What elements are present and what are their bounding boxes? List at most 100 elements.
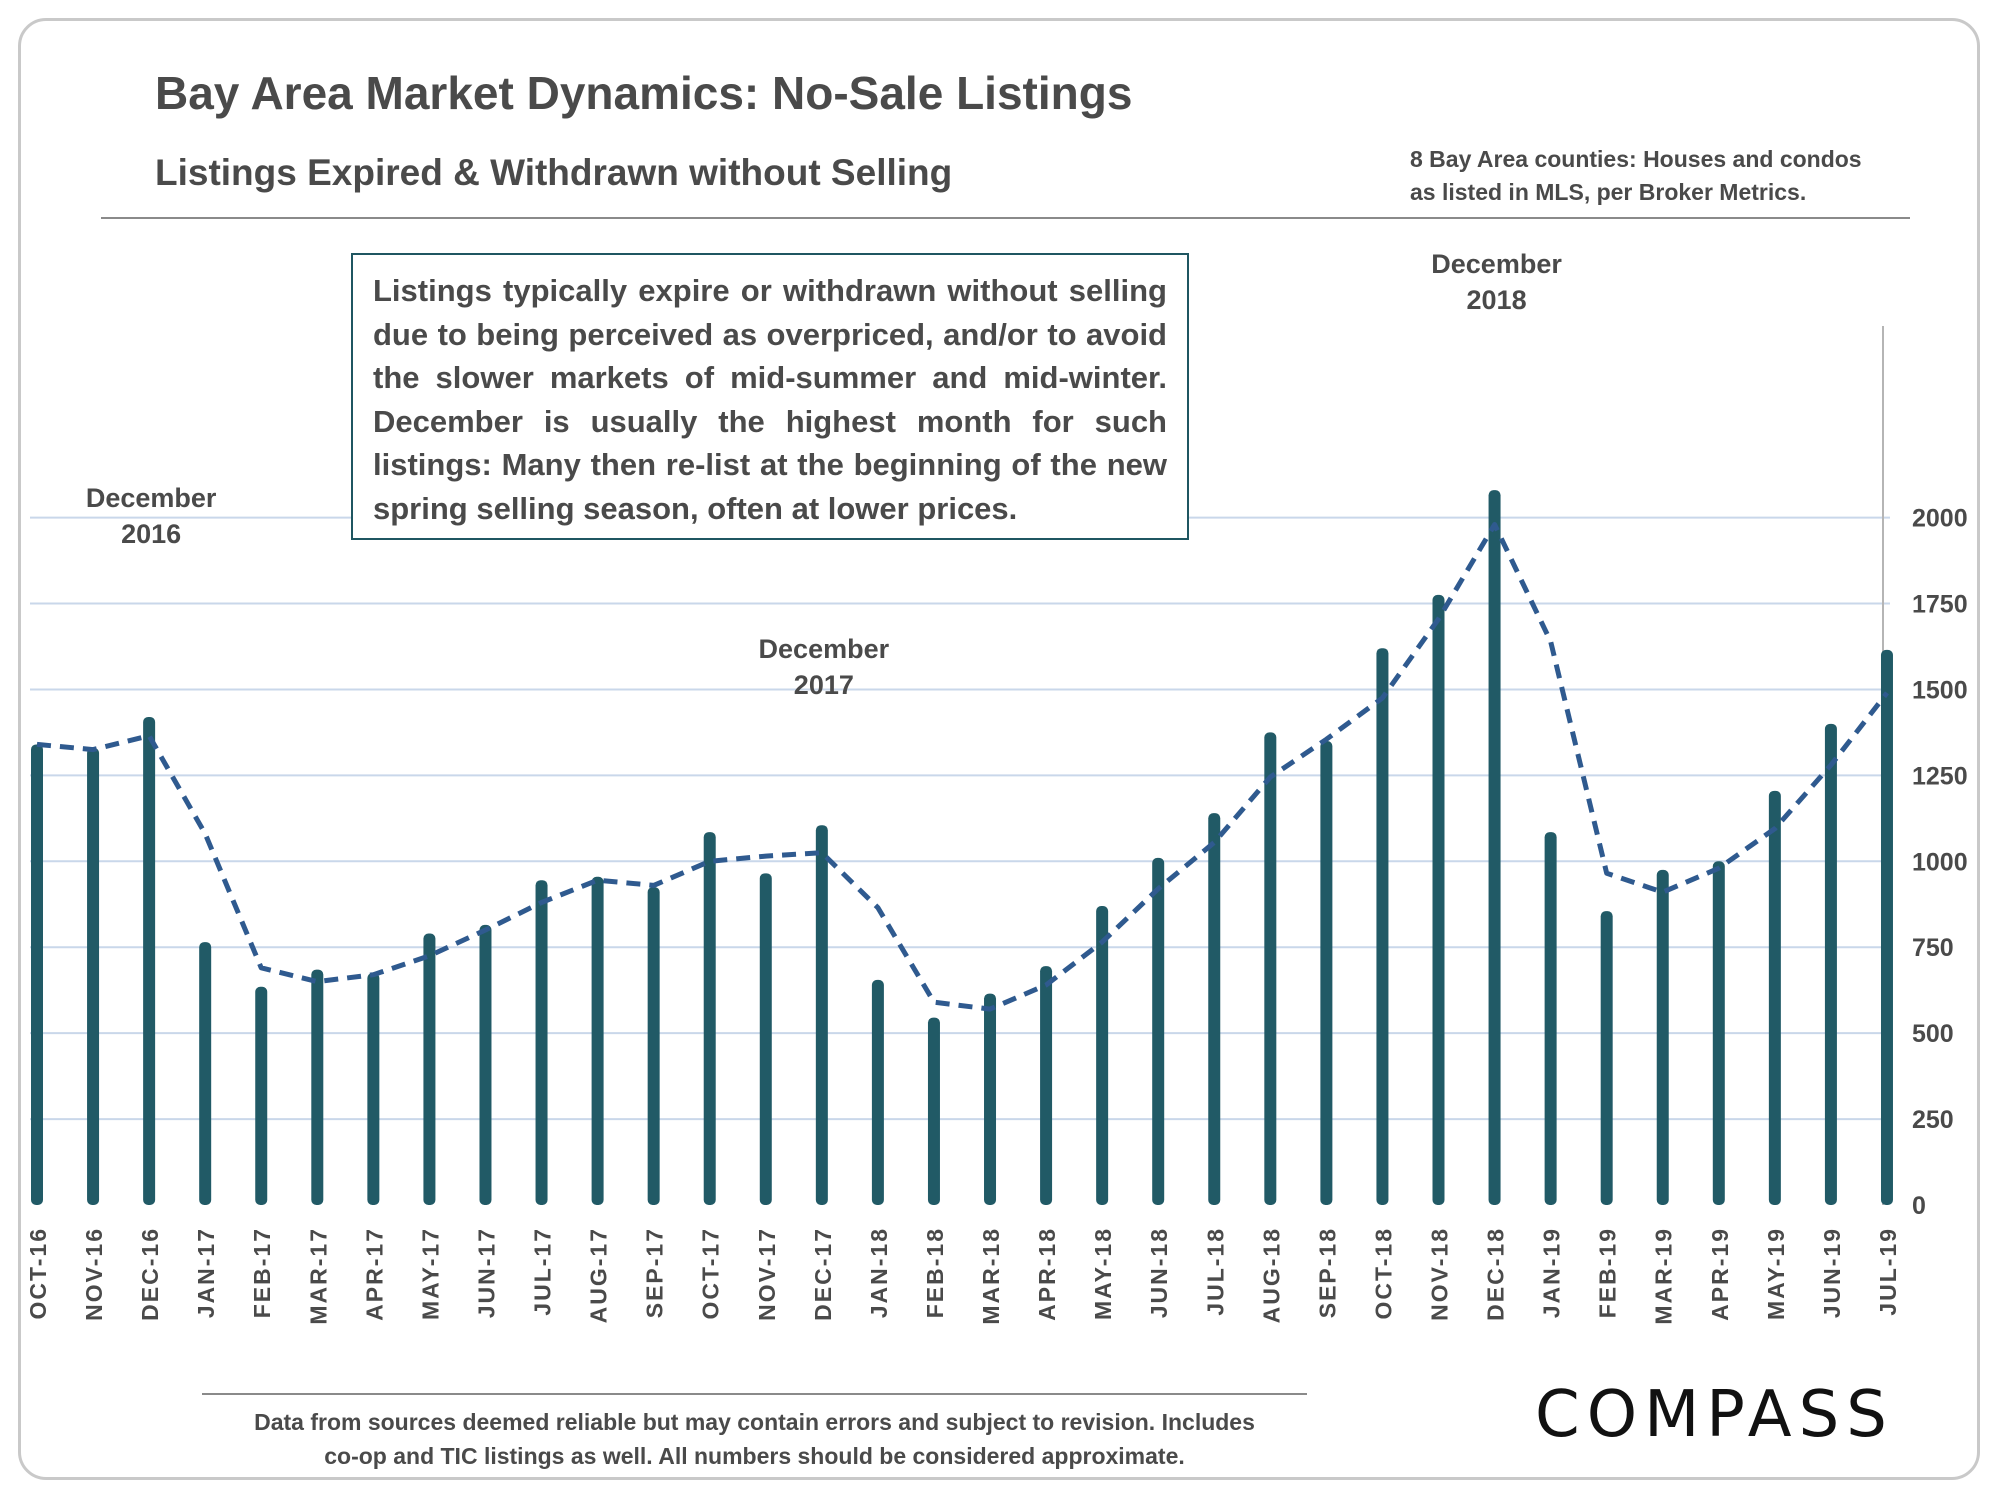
- x-tick-label: NOV-18: [1427, 1227, 1453, 1321]
- bar: [703, 832, 716, 1205]
- trend-line: [36, 522, 1889, 1012]
- disclaimer-line-1: Data from sources deemed reliable but ma…: [254, 1409, 1255, 1435]
- bar: [1432, 594, 1445, 1205]
- annotation-line-2: 2017: [794, 670, 854, 700]
- source-note-line-2: as listed in MLS, per Broker Metrics.: [1410, 179, 1807, 205]
- y-tick-label: 1250: [1912, 762, 1968, 790]
- x-tick-label: AUG-17: [586, 1227, 612, 1323]
- y-tick-label: 1500: [1912, 676, 1968, 704]
- x-tick-label: MAR-17: [305, 1227, 331, 1325]
- x-tick-label: APR-19: [1707, 1227, 1733, 1321]
- bar: [143, 716, 156, 1205]
- x-tick-label: DEC-18: [1483, 1227, 1509, 1321]
- x-tick-label: FEB-17: [249, 1227, 275, 1318]
- bar: [423, 933, 436, 1205]
- annotation-label: December 2016: [86, 483, 217, 549]
- chart-title: Bay Area Market Dynamics: No-Sale Listin…: [155, 67, 1133, 119]
- x-tick-label: JUL-19: [1875, 1227, 1901, 1316]
- bar: [199, 942, 212, 1205]
- bar: [1096, 905, 1109, 1205]
- bar: [1544, 832, 1557, 1205]
- x-tick-label: OCT-16: [25, 1227, 51, 1320]
- annotation-label: December 2017: [759, 634, 890, 700]
- source-note-line-1: 8 Bay Area counties: Houses and condos: [1410, 146, 1862, 172]
- chart-subtitle: Listings Expired & Withdrawn without Sel…: [155, 152, 953, 193]
- x-tick-label: FEB-19: [1595, 1227, 1621, 1318]
- x-tick-label: DEC-17: [810, 1227, 836, 1321]
- x-tick-label: SEP-18: [1314, 1227, 1340, 1318]
- annotation-line-1: December: [759, 634, 890, 664]
- footer-divider: [202, 1393, 1307, 1395]
- annotation-line-2: 2016: [121, 519, 181, 549]
- x-tick-label: AUG-18: [1258, 1227, 1284, 1323]
- bar: [1656, 869, 1669, 1205]
- bar: [1040, 966, 1053, 1205]
- y-tick-label: 250: [1912, 1106, 1954, 1134]
- x-tick-label: APR-17: [361, 1227, 387, 1321]
- bar: [87, 747, 100, 1205]
- compass-logo: COMPASS: [1535, 1378, 1894, 1452]
- y-tick-label: 0: [1912, 1192, 1926, 1220]
- bar: [479, 924, 492, 1205]
- bar: [1208, 813, 1221, 1205]
- x-tick-label: JUL-17: [530, 1227, 556, 1316]
- bar: [535, 880, 548, 1205]
- bar: [367, 973, 380, 1205]
- annotation-line-1: December: [86, 483, 217, 513]
- x-tick-label: JAN-17: [193, 1227, 219, 1318]
- bar: [311, 969, 324, 1205]
- y-tick-label: 1750: [1912, 591, 1968, 619]
- x-tick-label: NOV-16: [81, 1227, 107, 1321]
- x-tick-label: JUN-17: [473, 1227, 499, 1318]
- x-tick-label: JAN-18: [866, 1227, 892, 1318]
- x-tick-label: MAR-18: [978, 1227, 1004, 1325]
- bars: [31, 490, 1893, 1205]
- bar: [759, 873, 772, 1205]
- bar: [1376, 648, 1389, 1205]
- bar: [927, 1017, 940, 1205]
- callout-box: Listings typically expire or withdrawn w…: [351, 253, 1189, 540]
- disclaimer-line-2: co-op and TIC listings as well. All numb…: [324, 1443, 1185, 1469]
- source-note: 8 Bay Area counties: Houses and condos a…: [1410, 143, 1862, 209]
- annotation-line-2: 2018: [1467, 285, 1527, 315]
- x-tick-label: MAY-18: [1090, 1227, 1116, 1320]
- disclaimer: Data from sources deemed reliable but ma…: [202, 1405, 1307, 1473]
- y-axis: 0 250 500 750 1000 1250 1500 1750 2000: [1912, 505, 1968, 1220]
- bar: [1600, 911, 1613, 1205]
- x-tick-label: MAR-19: [1651, 1227, 1677, 1325]
- y-tick-label: 2000: [1912, 505, 1968, 533]
- x-tick-label: OCT-18: [1370, 1227, 1396, 1320]
- x-tick-label: JAN-19: [1539, 1227, 1565, 1318]
- y-tick-label: 500: [1912, 1020, 1954, 1048]
- bar: [255, 986, 268, 1205]
- x-tick-label: MAY-19: [1763, 1227, 1789, 1320]
- x-tick-label: JUN-19: [1819, 1227, 1845, 1318]
- bar: [984, 993, 997, 1205]
- bar: [871, 979, 884, 1205]
- annotation-line-1: December: [1431, 249, 1562, 279]
- y-tick-label: 750: [1912, 934, 1954, 962]
- bar: [591, 876, 604, 1205]
- x-tick-label: NOV-17: [754, 1227, 780, 1321]
- x-tick-label: OCT-17: [698, 1227, 724, 1320]
- header-divider: [101, 217, 1910, 219]
- x-tick-label: APR-18: [1034, 1227, 1060, 1321]
- x-tick-label: FEB-18: [922, 1227, 948, 1318]
- x-tick-label: DEC-16: [137, 1227, 163, 1321]
- bar: [31, 744, 43, 1205]
- x-tick-label: SEP-17: [642, 1227, 668, 1318]
- annotation-label: December 2018: [1431, 249, 1562, 315]
- x-tick-label: JUL-18: [1202, 1227, 1228, 1316]
- x-tick-label: MAY-17: [417, 1227, 443, 1320]
- annotations: December 2016 December 2017 December 2018: [86, 249, 1563, 700]
- bar: [1264, 732, 1277, 1205]
- x-axis: OCT-16 NOV-16 DEC-16 JAN-17 FEB-17 MAR-17 APR-…: [25, 1227, 1901, 1325]
- bar: [1768, 790, 1781, 1205]
- bar: [1880, 649, 1893, 1205]
- y-tick-label: 1000: [1912, 848, 1968, 876]
- bar: [647, 887, 660, 1205]
- bar: [1824, 723, 1837, 1205]
- bar: [1712, 861, 1725, 1205]
- bar: [1152, 857, 1165, 1205]
